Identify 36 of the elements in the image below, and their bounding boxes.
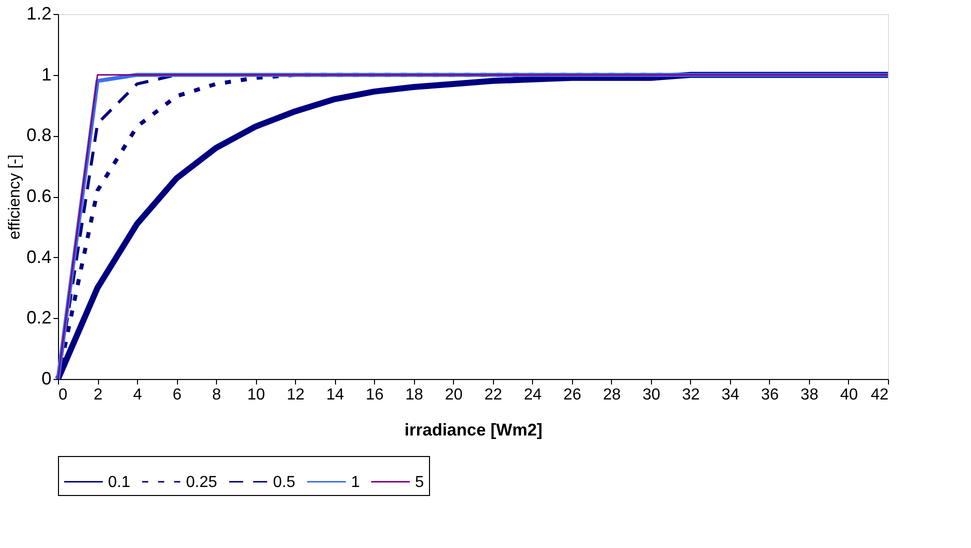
y-axis-title: efficiency [-] <box>6 154 24 240</box>
y-tick-label: 0 <box>41 368 52 388</box>
y-tick-label: 1.2 <box>26 4 52 24</box>
legend-label: 0.5 <box>273 474 296 491</box>
x-tick-label: 2 <box>94 386 103 404</box>
x-tick-label: 18 <box>405 386 424 404</box>
legend-label: 0.1 <box>108 474 130 491</box>
x-tick-label: 40 <box>840 386 858 404</box>
x-axis-title: irradiance [Wm2] <box>404 420 542 440</box>
x-tick-label: 16 <box>366 386 384 404</box>
legend-label: 1 <box>351 474 360 491</box>
x-tick-label: 42 <box>870 386 889 404</box>
x-tick-label: 14 <box>326 386 344 404</box>
x-tick-label: 10 <box>247 386 266 404</box>
x-tick-label: 34 <box>722 386 740 404</box>
x-tick-label: 22 <box>484 386 502 404</box>
x-tick-label: 0 <box>58 386 68 404</box>
x-tick-label: 36 <box>761 386 779 404</box>
x-tick-label: 38 <box>800 386 818 404</box>
y-tick-label: 0.4 <box>26 246 52 267</box>
y-tick-label: 0.6 <box>26 186 52 206</box>
x-tick-label: 4 <box>133 386 142 404</box>
y-tick-label: 0.8 <box>26 125 52 146</box>
x-tick-label: 6 <box>172 386 182 404</box>
x-tick-label: 12 <box>286 386 305 404</box>
x-tick-label: 32 <box>682 386 700 404</box>
x-tick-label: 28 <box>602 386 621 404</box>
y-tick-label: 1 <box>41 64 52 84</box>
legend-label: 0.25 <box>186 474 218 491</box>
x-tick-label: 8 <box>212 386 222 404</box>
y-tick-label: 0.2 <box>26 308 52 328</box>
x-tick-label: 20 <box>444 386 463 404</box>
x-tick-label: 30 <box>642 386 660 404</box>
legend-label: 5 <box>415 474 424 491</box>
x-tick-label: 26 <box>563 386 582 404</box>
x-tick-label: 24 <box>524 386 542 404</box>
